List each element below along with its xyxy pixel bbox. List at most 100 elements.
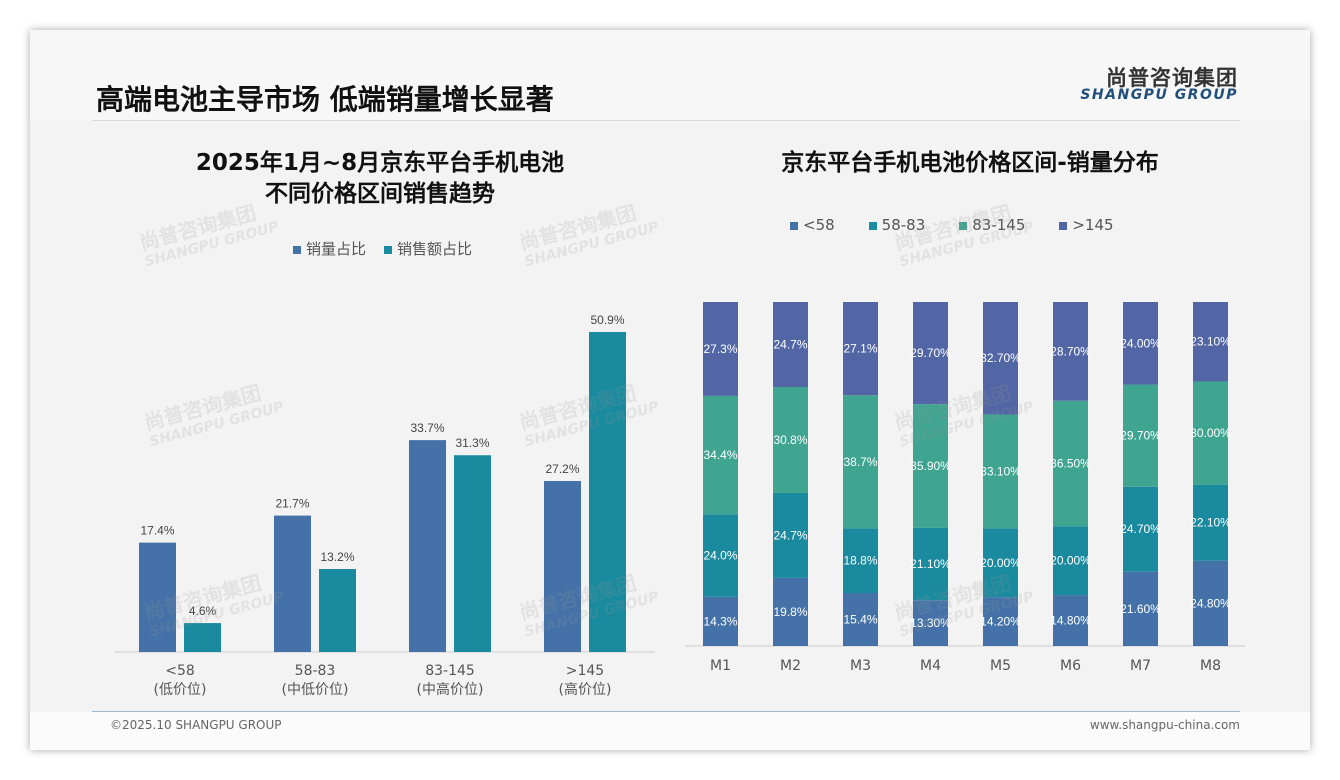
stack-segment->145 xyxy=(1123,302,1158,385)
data-label: 36.50% xyxy=(1050,457,1091,471)
x-tick-label: <58 xyxy=(165,663,195,679)
bar-销量占比 xyxy=(274,515,311,652)
data-label: 21.10% xyxy=(910,557,951,571)
stack-segment-83-145 xyxy=(983,414,1018,529)
data-label: 29.70% xyxy=(910,346,951,360)
data-label: 14.3% xyxy=(703,614,737,628)
x-tick-sublabel: (高价位) xyxy=(559,681,612,698)
data-label: 38.7% xyxy=(843,455,877,469)
legend-swatch xyxy=(1059,221,1068,230)
bar-销售额占比 xyxy=(589,332,626,652)
data-label: 18.8% xyxy=(843,554,877,568)
data-label: 24.7% xyxy=(773,528,807,542)
data-label: 4.6% xyxy=(189,604,217,618)
stack-segment-58-83 xyxy=(1123,486,1158,572)
logo-text-cn: 尚普咨询集团 xyxy=(1106,66,1238,90)
website-link: www.shangpu-china.com xyxy=(1089,718,1240,732)
data-label: 19.8% xyxy=(773,605,807,619)
legend-label: <58 xyxy=(803,216,835,234)
stack-segment-58-83 xyxy=(1053,526,1088,596)
right-chart-title: 京东平台手机电池价格区间-销量分布 xyxy=(781,150,1159,176)
data-label: 29.70% xyxy=(1120,429,1161,443)
data-label: 50.9% xyxy=(590,313,624,327)
data-label: 27.2% xyxy=(545,462,579,476)
header-divider xyxy=(92,120,1240,121)
legend-swatch xyxy=(790,221,798,230)
x-tick-sublabel: (中低价位) xyxy=(282,682,349,698)
data-label: 24.7% xyxy=(773,337,807,351)
stack-segment-<58 xyxy=(1053,595,1088,646)
left-chart-title-line1: 2025年1月~8月京东平台手机电池 xyxy=(195,150,565,176)
stack-segment-58-83 xyxy=(913,527,948,601)
legend-item: 销售额占比 xyxy=(384,238,472,259)
x-tick-label: M4 xyxy=(920,658,941,674)
left-chart-legend: 销量占比 销售额占比 xyxy=(293,238,472,259)
stack-segment-83-145 xyxy=(843,395,878,529)
data-label: 35.90% xyxy=(910,459,951,473)
legend-label: 83-145 xyxy=(972,216,1026,234)
page-title: 高端电池主导市场 低端销量增长显著 xyxy=(96,83,554,116)
x-tick-label: M2 xyxy=(780,658,801,674)
x-tick-label: M8 xyxy=(1200,658,1221,674)
data-label: 21.60% xyxy=(1120,602,1161,616)
left-chart-title-line2: 不同价格区间销售趋势 xyxy=(265,181,495,207)
x-tick-label: 58-83 xyxy=(295,663,336,679)
stack-segment-58-83 xyxy=(703,514,738,597)
bar-销售额占比 xyxy=(454,455,491,652)
legend-item: >145 xyxy=(1059,216,1114,234)
legend-label: >145 xyxy=(1072,216,1114,234)
stack-segment-<58 xyxy=(773,577,808,646)
stack-segment-<58 xyxy=(703,596,738,646)
stack-segment-<58 xyxy=(983,597,1018,646)
footer-divider xyxy=(92,711,1240,712)
data-label: 24.70% xyxy=(1120,522,1161,536)
legend-item: 58-83 xyxy=(868,216,926,234)
data-label: 33.10% xyxy=(980,464,1021,478)
stack-segment-58-83 xyxy=(843,528,878,594)
x-tick-sublabel: (低价位) xyxy=(154,682,207,698)
stack-segment->145 xyxy=(843,302,878,396)
stack-segment->145 xyxy=(1053,302,1088,401)
data-label: 28.70% xyxy=(1050,344,1091,358)
bar-销售额占比 xyxy=(184,623,221,652)
stack-segment->145 xyxy=(1193,302,1228,382)
footer xyxy=(30,712,1310,750)
data-label: 30.8% xyxy=(773,433,807,447)
bar-销量占比 xyxy=(139,542,176,652)
x-tick-label: M7 xyxy=(1130,658,1151,674)
stack-segment->145 xyxy=(913,302,948,405)
left-chart-title: 2025年1月~8月京东平台手机电池 不同价格区间销售趋势 xyxy=(150,148,610,210)
legend-label: 销量占比 xyxy=(306,240,367,258)
stack-segment-83-145 xyxy=(1193,381,1228,485)
stack-segment-<58 xyxy=(843,593,878,646)
data-label: 24.80% xyxy=(1190,596,1231,610)
stack-segment-83-145 xyxy=(773,386,808,493)
x-tick-label: 83-145 xyxy=(425,663,475,679)
data-label: 14.20% xyxy=(980,615,1021,629)
stack-segment-83-145 xyxy=(1053,400,1088,527)
legend-item: 83-145 xyxy=(959,216,1025,234)
stack-segment-58-83 xyxy=(773,492,808,578)
data-label: 22.10% xyxy=(1190,516,1231,530)
data-label: 32.70% xyxy=(980,351,1021,365)
slide: 高端电池主导市场 低端销量增长显著 尚普咨询集团 SHANGPU GROUP 2… xyxy=(30,30,1310,750)
stack-segment->145 xyxy=(983,302,1018,415)
stack-segment-<58 xyxy=(913,600,948,646)
x-tick-label: M3 xyxy=(850,658,871,674)
data-label: 17.4% xyxy=(140,524,174,538)
stack-segment-<58 xyxy=(1123,571,1158,646)
data-label: 15.4% xyxy=(843,613,877,627)
stack-segment-<58 xyxy=(1193,560,1228,646)
data-label: 27.1% xyxy=(843,342,877,356)
legend-label: 58-83 xyxy=(881,216,926,234)
legend-swatch xyxy=(868,221,877,230)
data-label: 23.10% xyxy=(1190,335,1231,349)
stack-segment->145 xyxy=(773,302,808,387)
copyright: ©2025.10 SHANGPU GROUP xyxy=(110,718,282,732)
right-chart-legend: <58 58-83 83-145 >145 xyxy=(790,216,1114,234)
data-label: 13.2% xyxy=(320,550,354,564)
legend-label: 销售额占比 xyxy=(397,240,473,258)
stack-segment-58-83 xyxy=(983,528,1018,598)
x-tick-label: M5 xyxy=(990,658,1011,674)
